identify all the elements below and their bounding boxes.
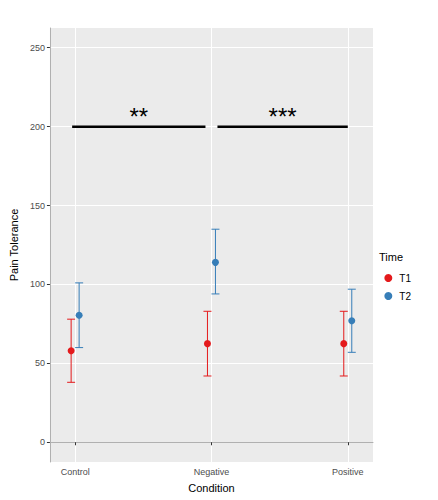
svg-text:***: *** [269,103,297,130]
svg-text:Pain Tolerance: Pain Tolerance [8,209,20,282]
svg-text:Time: Time [379,251,403,263]
svg-text:150: 150 [30,201,45,211]
svg-text:Control: Control [61,467,90,477]
svg-text:Condition: Condition [188,482,234,494]
svg-text:0: 0 [40,437,45,447]
svg-text:Positive: Positive [332,467,364,477]
svg-text:200: 200 [30,122,45,132]
svg-text:Negative: Negative [194,467,230,477]
svg-text:250: 250 [30,43,45,53]
svg-text:T2: T2 [399,291,411,302]
svg-text:50: 50 [35,358,45,368]
svg-text:100: 100 [30,279,45,289]
svg-text:T1: T1 [399,273,411,284]
svg-text:**: ** [129,103,148,130]
